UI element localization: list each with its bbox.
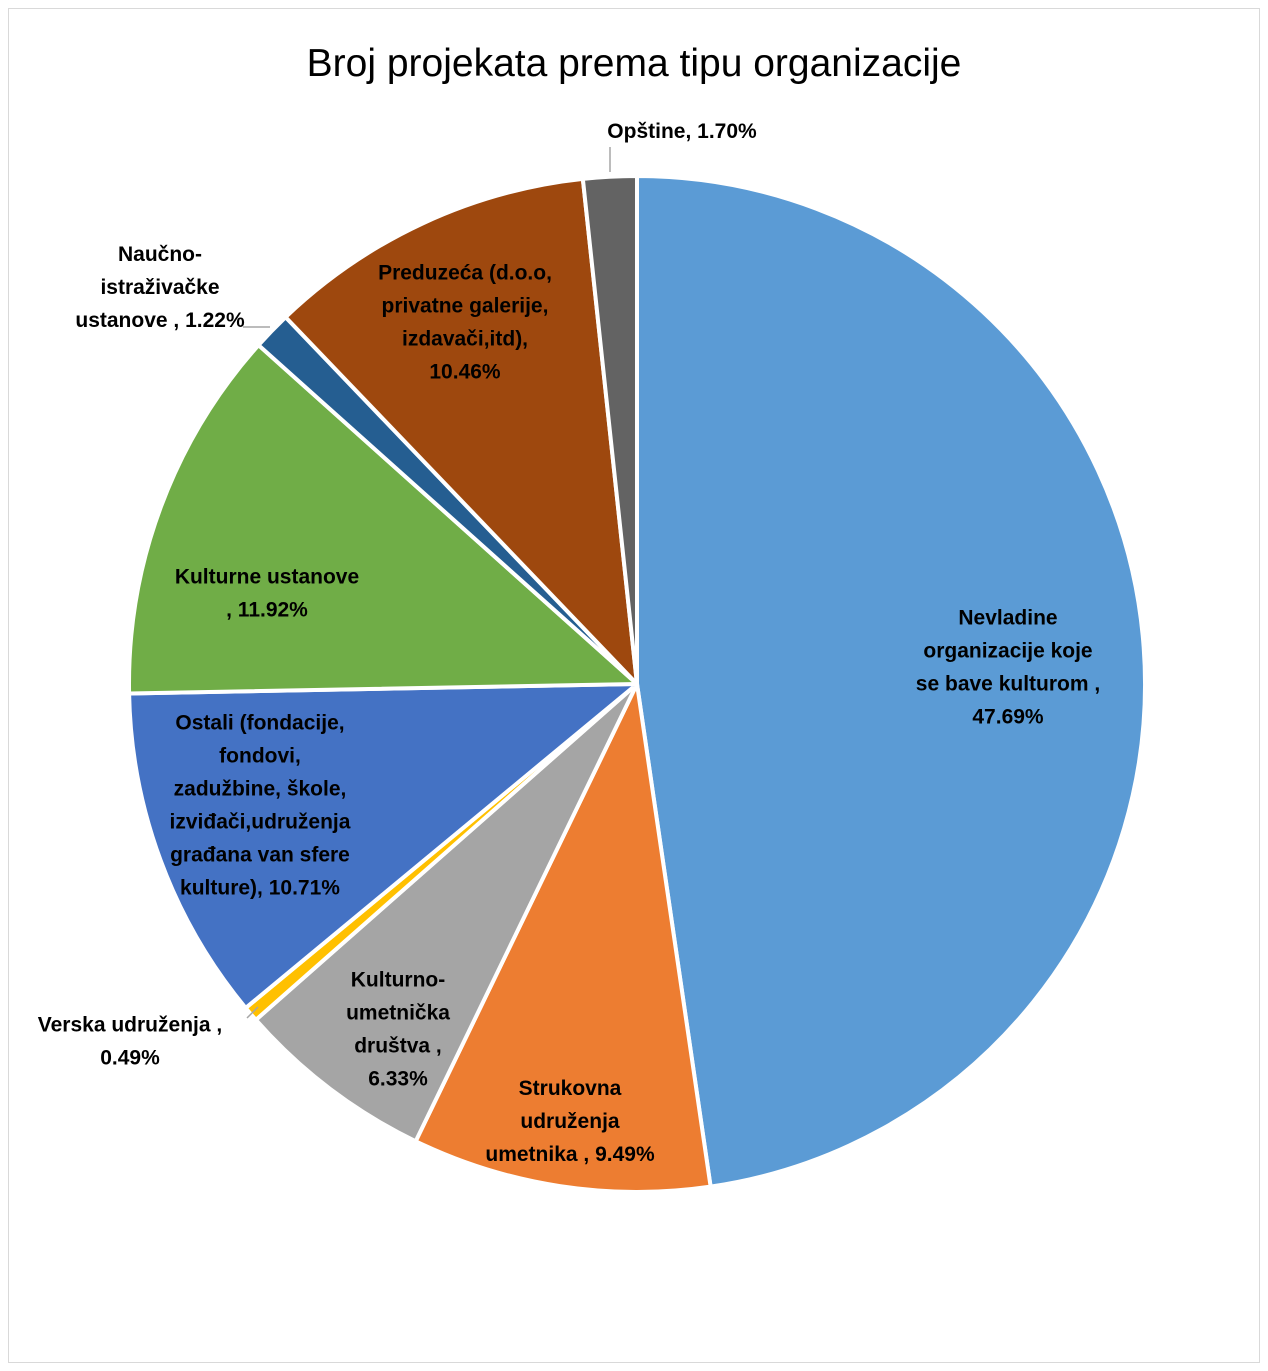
- data-label-verska-udruzenja: Verska udruženja , 0.49%: [38, 1014, 222, 1070]
- data-label-line: izdavači,itd),: [402, 328, 528, 351]
- data-label-ostali-fondacije-fondovi-zaduzbine-skole: Ostali (fondacije, fondovi, zadužbine, ško…: [170, 712, 351, 900]
- data-label-kulturne-ustanove: Kulturne ustanove , 11.92%: [175, 566, 359, 622]
- data-label-line: kulture), 10.71%: [180, 877, 340, 900]
- data-label-line: izviđači,udruženja: [170, 811, 351, 834]
- pie-slice-ostali-fondacije-fondovi-zaduzbine-skole: [127, 682, 639, 1010]
- data-label-line: ustanove , 1.22%: [75, 309, 245, 332]
- pie-slices: [127, 173, 1148, 1194]
- data-label-line: Ostali (fondacije,: [175, 712, 344, 735]
- data-label-nevladine-organizacije-koje-se-bave-kult: Nevladine organizacije koje se bave kultur…: [916, 607, 1100, 729]
- data-label-line: Nevladine: [958, 607, 1057, 630]
- pie-slice-preduzeca-d-o-o-privatne-galerije-izdava: [283, 176, 639, 686]
- data-label-line: 47.69%: [972, 706, 1044, 729]
- data-label-naucno-istrazivacke-ustanove: Naučno-istraživačke ustanove , 1.22%: [75, 243, 245, 332]
- data-label-line: Naučno-: [118, 243, 202, 266]
- data-label-line: , 11.92%: [226, 599, 308, 622]
- pie-slice-kulturne-ustanove: [127, 343, 639, 696]
- data-label-strukovna-udruzenja-umetnika: Strukovna udruženja umetnika , 9.49%: [485, 1077, 655, 1166]
- data-label-line: privatne galerije,: [382, 295, 549, 318]
- data-label-line: fondovi,: [219, 745, 301, 768]
- data-label-line: se bave kulturom ,: [916, 673, 1100, 696]
- chart-title: Broj projekata prema tipu organizacije: [307, 42, 962, 85]
- data-label-line: građana van sfere: [170, 844, 350, 867]
- data-label-line: Opštine, 1.70%: [607, 120, 757, 143]
- leader-lines: [243, 147, 611, 1019]
- data-label-line: umetnika , 9.49%: [485, 1143, 655, 1166]
- data-label-kulturno-umetnicka-drustva: Kulturno-umetnička društva , 6.33%: [346, 969, 450, 1091]
- data-label-line: organizacije koje: [923, 640, 1092, 663]
- pie-slice-opstine: [580, 173, 639, 686]
- data-label-line: Kulturne ustanove: [175, 566, 359, 589]
- data-label-line: Kulturno-: [351, 969, 445, 992]
- data-label-line: društva ,: [354, 1035, 442, 1058]
- pie-slice-kulturno-umetnicka-drustva: [253, 682, 639, 1144]
- data-label-line: Strukovna: [519, 1077, 622, 1100]
- data-label-line: 0.49%: [100, 1047, 160, 1070]
- data-label-line: 6.33%: [368, 1068, 428, 1091]
- leader-line-verska-udruzenja: [246, 1006, 259, 1019]
- data-label-opstine: Opštine, 1.70%: [607, 120, 757, 143]
- data-label-line: 10.46%: [429, 361, 501, 384]
- pie-slice-strukovna-udruzenja-umetnika: [413, 682, 713, 1194]
- data-label-line: Preduzeća (d.o.o,: [378, 262, 552, 285]
- data-label-line: Verska udruženja ,: [38, 1014, 222, 1037]
- data-labels: Nevladine organizacije koje se bave kultur…: [38, 120, 1100, 1166]
- data-label-line: zadužbine, škole,: [174, 778, 347, 801]
- data-label-line: umetnička: [346, 1002, 450, 1025]
- data-label-line: istraživačke: [100, 276, 219, 299]
- data-label-preduzeca-d-o-o-privatne-galerije-izdava: Preduzeća (d.o.o, privatne galerije, izdav…: [378, 262, 552, 384]
- pie-slice-nevladine-organizacije-koje-se-bave-kult: [635, 174, 1148, 1189]
- data-label-line: udruženja: [520, 1110, 619, 1133]
